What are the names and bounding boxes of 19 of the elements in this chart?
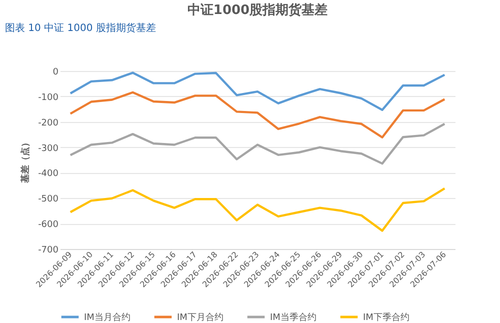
- y-tick-label: -600: [38, 220, 59, 230]
- line-series: [69, 91, 446, 138]
- text: 图表 10 中证 1000 股指期货基差: [5, 22, 156, 34]
- legend-label: IM当月合约: [84, 312, 130, 323]
- line-series: [69, 72, 446, 112]
- legend-label: IM当季合约: [270, 312, 316, 323]
- y-axis-title: 基差（点）: [20, 138, 32, 184]
- y-tick-label: -500: [38, 194, 59, 205]
- y-tick-label: -100: [38, 92, 59, 103]
- legend-label: IM下季合约: [363, 312, 410, 323]
- y-tick-label: -200: [38, 118, 59, 128]
- y-tick-label: -300: [38, 144, 59, 154]
- y-tick-label: -400: [38, 169, 59, 180]
- y-tick-label: -700: [38, 246, 59, 256]
- legend-label: IM下月合约: [177, 312, 224, 323]
- line-series: [69, 122, 446, 165]
- y-tick-label: 0: [52, 68, 59, 78]
- chart-title: 中证1000股指期货基差: [187, 2, 328, 18]
- line-series: [69, 187, 446, 232]
